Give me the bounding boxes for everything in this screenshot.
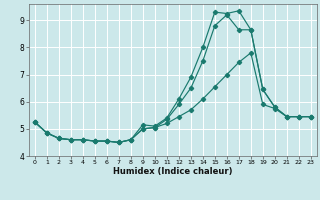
X-axis label: Humidex (Indice chaleur): Humidex (Indice chaleur) xyxy=(113,167,233,176)
